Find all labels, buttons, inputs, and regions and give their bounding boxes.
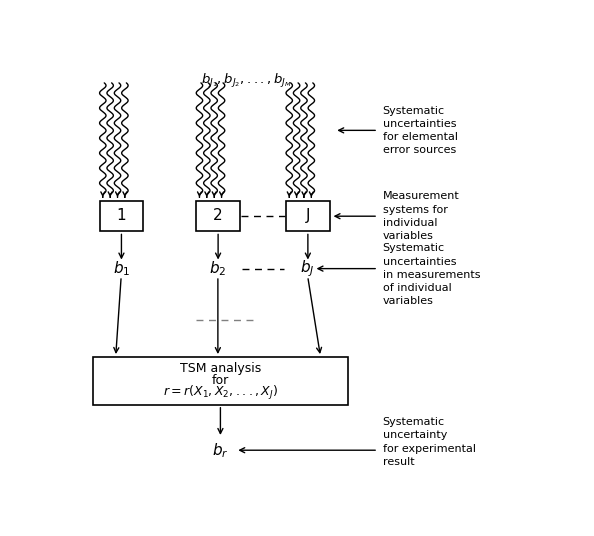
FancyBboxPatch shape: [100, 200, 143, 232]
Text: $r = r(X_1, X_2, ..., X_J)$: $r = r(X_1, X_2, ..., X_J)$: [163, 384, 278, 403]
Text: Systematic
uncertainties
for elemental
error sources: Systematic uncertainties for elemental e…: [383, 106, 458, 155]
Text: Systematic
uncertainties
in measurements
of individual
variables: Systematic uncertainties in measurements…: [383, 243, 480, 306]
Text: 1: 1: [116, 209, 127, 224]
Text: 2: 2: [213, 209, 223, 224]
Text: for: for: [212, 374, 229, 387]
Text: $b_1$: $b_1$: [112, 259, 130, 278]
Text: $b_2$: $b_2$: [209, 259, 226, 278]
Text: Measurement
systems for
individual
variables: Measurement systems for individual varia…: [383, 191, 459, 241]
FancyBboxPatch shape: [196, 200, 240, 232]
Text: $b_r$: $b_r$: [212, 441, 229, 459]
FancyBboxPatch shape: [93, 358, 348, 405]
Text: J: J: [306, 209, 310, 224]
Text: $b_{J_1}, b_{J_2}, ..., b_{J_M}$: $b_{J_1}, b_{J_2}, ..., b_{J_M}$: [201, 72, 292, 90]
Text: $b_J$: $b_J$: [301, 258, 315, 279]
Text: TSM analysis: TSM analysis: [180, 362, 261, 375]
Text: Systematic
uncertainty
for experimental
result: Systematic uncertainty for experimental …: [383, 417, 476, 467]
FancyBboxPatch shape: [286, 200, 330, 232]
